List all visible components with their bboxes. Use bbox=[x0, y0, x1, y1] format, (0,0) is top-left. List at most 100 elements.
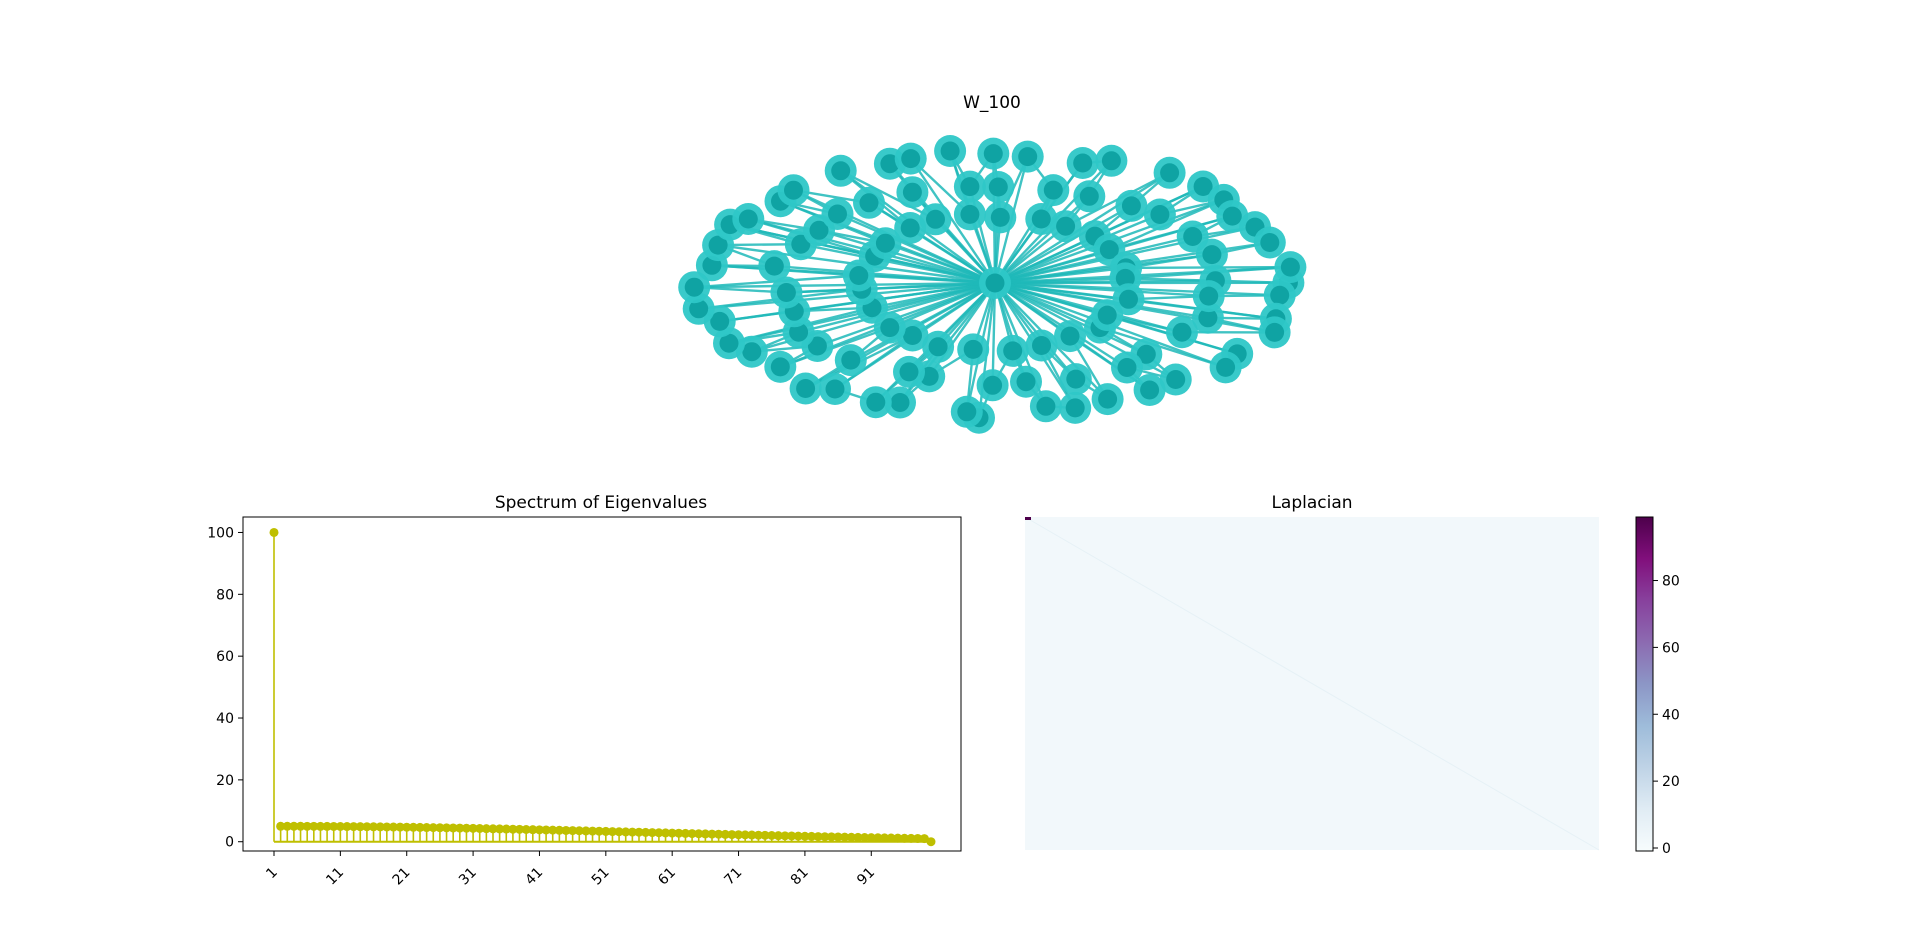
stem-marker bbox=[309, 821, 319, 831]
stem-marker bbox=[926, 837, 936, 847]
stem-marker bbox=[727, 830, 737, 840]
colorbar-tick-label: 60 bbox=[1662, 640, 1680, 656]
spoke-edge bbox=[994, 235, 1096, 285]
graph-node bbox=[1253, 226, 1286, 259]
graph-node bbox=[821, 198, 854, 230]
graph-node bbox=[1258, 316, 1291, 349]
stem-marker bbox=[375, 822, 385, 832]
rim-edge bbox=[1069, 335, 1151, 391]
stem-marker bbox=[355, 822, 365, 832]
x-tick-label: 51 bbox=[589, 865, 613, 889]
spoke-edge bbox=[798, 281, 996, 334]
stem-marker bbox=[581, 826, 591, 836]
spoke-edge bbox=[816, 281, 996, 348]
colorbar-ticks: 0 20 40 60 80 bbox=[1653, 574, 1680, 857]
laplacian-title: Laplacian bbox=[1271, 493, 1352, 513]
stem-marker bbox=[826, 832, 836, 842]
stem-marker bbox=[342, 822, 352, 832]
stem-marker bbox=[661, 828, 671, 838]
graph-node bbox=[1059, 391, 1092, 424]
graph-node bbox=[953, 170, 986, 203]
spoke-edge bbox=[991, 282, 997, 386]
stem-marker bbox=[767, 831, 777, 841]
spectrum-title: Spectrum of Eigenvalues bbox=[495, 493, 707, 513]
spoke-edge bbox=[794, 281, 996, 313]
stem-marker bbox=[913, 833, 923, 843]
stem-marker bbox=[528, 825, 538, 835]
graph-node bbox=[764, 350, 797, 383]
y-tick-label: 80 bbox=[216, 587, 234, 603]
graph-node bbox=[1143, 198, 1176, 231]
stem-marker bbox=[329, 821, 339, 831]
x-tick-label: 31 bbox=[456, 865, 480, 889]
graph-node bbox=[1195, 238, 1228, 271]
spoke-edge bbox=[994, 281, 1129, 301]
stem-marker bbox=[541, 825, 551, 835]
stem-marker bbox=[501, 824, 511, 834]
stem-marker bbox=[680, 828, 690, 838]
graph-node bbox=[1025, 203, 1058, 235]
graph-node bbox=[984, 201, 1017, 234]
stem-marker bbox=[614, 827, 624, 837]
stem-marker bbox=[899, 833, 909, 843]
spoke-edge bbox=[884, 242, 996, 285]
graph-node bbox=[976, 369, 1009, 402]
stem-marker bbox=[415, 822, 425, 832]
stem-marker bbox=[481, 824, 491, 834]
graph-node bbox=[1166, 316, 1198, 349]
spoke-edge bbox=[911, 281, 996, 337]
stem-marker bbox=[601, 826, 611, 836]
rim-edge bbox=[1108, 214, 1233, 251]
graph-node bbox=[1049, 210, 1082, 243]
rim-edge bbox=[779, 326, 891, 369]
stem-marker bbox=[534, 825, 544, 835]
graph-node bbox=[1025, 329, 1058, 362]
graph-node bbox=[1037, 174, 1070, 207]
graph-node bbox=[1133, 374, 1166, 406]
stem-marker bbox=[627, 827, 637, 837]
graph-node bbox=[824, 154, 857, 187]
graph-node bbox=[1159, 363, 1192, 396]
spoke-edge bbox=[994, 235, 1193, 285]
stem-marker bbox=[840, 832, 850, 842]
stem-marker bbox=[475, 823, 485, 833]
spoke-edge bbox=[850, 281, 996, 362]
graph-node bbox=[732, 203, 765, 235]
stem-marker bbox=[880, 833, 890, 843]
stem-marker bbox=[687, 829, 697, 839]
stem-marker bbox=[753, 830, 763, 840]
graph-node bbox=[758, 250, 791, 283]
graph-node bbox=[893, 355, 925, 388]
graph-node bbox=[678, 271, 711, 304]
stem-marker bbox=[873, 833, 883, 843]
y-tick-label: 100 bbox=[207, 525, 234, 541]
spoke-edge bbox=[909, 157, 996, 284]
stem-marker bbox=[276, 821, 286, 831]
spoke-edge bbox=[889, 281, 996, 329]
graph-node bbox=[834, 344, 867, 377]
stem-marker bbox=[455, 823, 465, 833]
laplacian-panel: Laplacian 0 20 40 60 80 bbox=[1024, 493, 1680, 857]
graph-node bbox=[957, 333, 990, 366]
stem-marker bbox=[833, 832, 843, 842]
spoke-edge bbox=[874, 254, 996, 285]
spoke-edge bbox=[858, 274, 996, 285]
spoke-edge bbox=[994, 281, 1101, 329]
graph-nodes bbox=[678, 135, 1307, 434]
graph-node bbox=[869, 227, 902, 260]
graph-node bbox=[789, 372, 822, 405]
graph-node bbox=[1115, 189, 1148, 222]
graph-title: W_100 bbox=[963, 93, 1021, 113]
colorbar bbox=[1635, 516, 1654, 852]
spectrum-axes-frame bbox=[242, 516, 962, 852]
laplacian-hub-cell bbox=[1025, 517, 1031, 520]
stem-marker bbox=[906, 833, 916, 843]
stem-marker bbox=[269, 527, 279, 537]
spectrum-x-ticks: 1 11 21 31 41 51 61 71 81 91 bbox=[263, 851, 878, 888]
graph-node bbox=[919, 203, 952, 236]
stem-marker bbox=[621, 827, 631, 837]
stem-marker bbox=[588, 826, 598, 836]
stem-marker bbox=[495, 824, 505, 834]
stem-marker bbox=[335, 821, 345, 831]
